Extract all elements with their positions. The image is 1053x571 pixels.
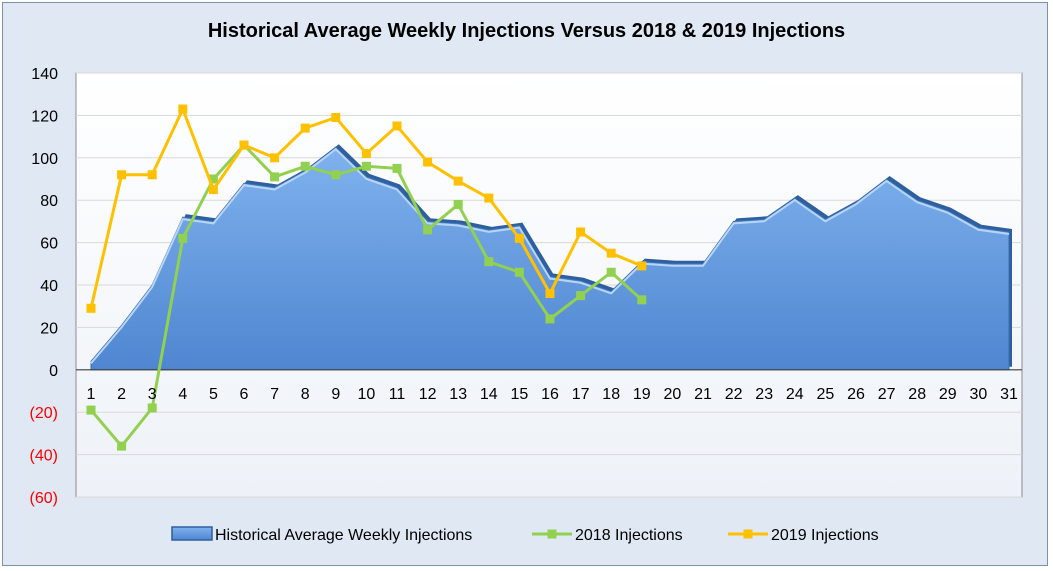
area-highlight-edge <box>90 147 1010 364</box>
legend-swatch-marker <box>547 529 557 539</box>
data-point-2018-injections <box>300 161 310 171</box>
x-tick-label: 26 <box>847 386 865 403</box>
x-tick-label: 14 <box>480 386 498 403</box>
y-tick-label: 60 <box>40 236 58 253</box>
data-point-2019-injections <box>361 149 371 159</box>
x-tick-label: 15 <box>511 386 529 403</box>
x-tick-label: 1 <box>87 386 96 403</box>
data-point-2018-injections <box>147 403 157 413</box>
x-tick-label: 19 <box>633 386 651 403</box>
data-point-2018-injections <box>514 267 524 277</box>
y-tick-label: 140 <box>31 66 58 83</box>
legend-swatch-marker <box>743 529 753 539</box>
y-tick-label: (20) <box>30 405 58 422</box>
legend-label: 2018 Injections <box>575 527 683 544</box>
x-tick-label: 21 <box>694 386 712 403</box>
x-tick-label: 3 <box>148 386 157 403</box>
data-point-2018-injections <box>361 161 371 171</box>
x-tick-label: 4 <box>178 386 187 403</box>
data-point-2019-injections <box>514 233 524 243</box>
data-point-2018-injections <box>331 170 341 180</box>
y-tick-label: 120 <box>31 108 58 125</box>
data-point-2018-injections <box>576 291 586 301</box>
x-tick-label: 23 <box>755 386 773 403</box>
data-point-2019-injections <box>270 153 280 163</box>
x-tick-label: 2 <box>117 386 126 403</box>
data-point-2019-injections <box>606 248 616 258</box>
data-point-2018-injections <box>178 233 188 243</box>
chart-title: Historical Average Weekly Injections Ver… <box>207 20 846 42</box>
y-tick-label: (60) <box>30 490 58 507</box>
x-tick-label: 20 <box>664 386 682 403</box>
data-point-2018-injections <box>484 257 494 267</box>
data-point-2019-injections <box>423 157 433 167</box>
x-tick-label: 27 <box>878 386 896 403</box>
data-point-2019-injections <box>147 170 157 180</box>
x-tick-label: 29 <box>939 386 957 403</box>
y-tick-label: 0 <box>49 363 58 380</box>
data-point-2019-injections <box>300 123 310 133</box>
x-tick-label: 6 <box>240 386 249 403</box>
y-tick-label: 100 <box>31 151 58 168</box>
area-historical-average <box>90 146 1010 371</box>
data-point-2018-injections <box>606 267 616 277</box>
legend-item-2019-injections: 2019 Injections <box>728 527 879 544</box>
x-tick-label: 11 <box>389 386 406 403</box>
x-tick-label: 10 <box>358 386 376 403</box>
x-tick-label: 22 <box>725 386 743 403</box>
data-point-2018-injections <box>208 174 218 184</box>
x-tick-label: 13 <box>449 386 467 403</box>
legend-label: 2019 Injections <box>771 527 879 544</box>
data-point-2019-injections <box>239 140 249 150</box>
data-point-2018-injections <box>637 295 647 305</box>
data-point-2018-injections <box>545 314 555 324</box>
x-tick-label: 12 <box>419 386 437 403</box>
y-tick-label: 40 <box>40 278 58 295</box>
data-point-2019-injections <box>208 185 218 195</box>
y-tick-label: (40) <box>30 448 58 465</box>
x-tick-label: 28 <box>908 386 926 403</box>
data-point-2019-injections <box>576 227 586 237</box>
data-point-2019-injections <box>178 104 188 114</box>
data-point-2018-injections <box>86 405 96 415</box>
x-tick-label: 18 <box>602 386 620 403</box>
x-tick-label: 5 <box>209 386 218 403</box>
legend-item-2018-injections: 2018 Injections <box>532 527 683 544</box>
x-tick-label: 17 <box>572 386 590 403</box>
x-tick-label: 7 <box>270 386 279 403</box>
data-point-2019-injections <box>331 113 341 123</box>
data-point-2019-injections <box>453 176 463 186</box>
legend-item-historical-average-weekly-injections: Historical Average Weekly Injections <box>171 526 472 544</box>
data-point-2019-injections <box>484 193 494 203</box>
y-tick-label: 20 <box>40 320 58 337</box>
legend-label: Historical Average Weekly Injections <box>215 527 472 544</box>
x-tick-label: 31 <box>1000 386 1018 403</box>
legend-swatch-area <box>171 526 213 541</box>
x-tick-label: 8 <box>301 386 310 403</box>
data-point-2018-injections <box>117 441 127 451</box>
x-tick-label: 24 <box>786 386 804 403</box>
data-point-2019-injections <box>637 261 647 271</box>
x-tick-label: 9 <box>331 386 340 403</box>
x-tick-label: 16 <box>541 386 559 403</box>
x-tick-label: 30 <box>970 386 988 403</box>
data-point-2018-injections <box>392 163 402 173</box>
data-point-2019-injections <box>86 303 96 313</box>
data-point-2019-injections <box>117 170 127 180</box>
data-point-2018-injections <box>270 172 280 182</box>
y-tick-label: 80 <box>40 193 58 210</box>
data-point-2018-injections <box>453 199 463 209</box>
data-point-2018-injections <box>423 225 433 235</box>
data-point-2019-injections <box>545 288 555 298</box>
data-point-2019-injections <box>392 121 402 131</box>
x-tick-label: 25 <box>817 386 835 403</box>
